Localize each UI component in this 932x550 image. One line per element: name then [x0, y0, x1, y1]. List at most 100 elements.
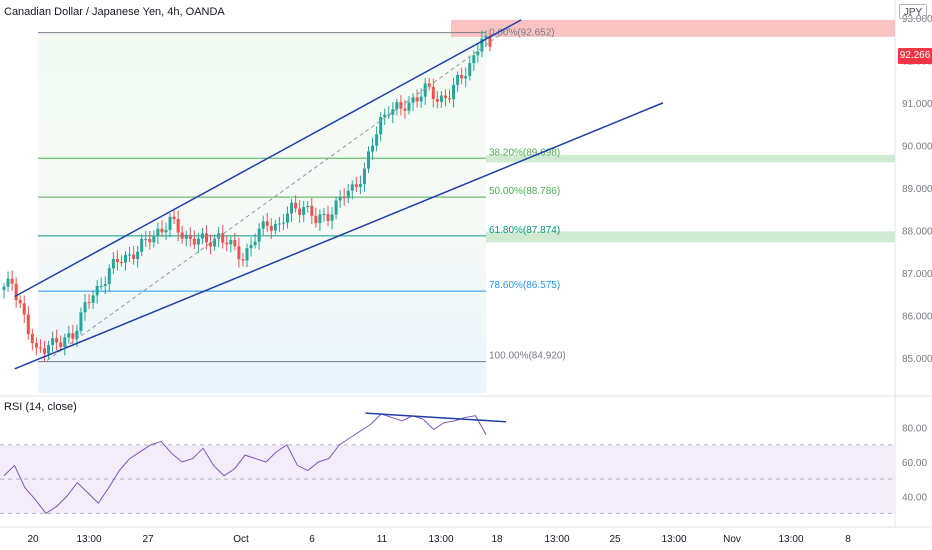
rsi-pane: [0, 412, 895, 515]
candle-body: [59, 342, 63, 348]
candle-body: [83, 302, 87, 313]
last-price-badge: 92.266: [898, 48, 932, 64]
candle-body: [99, 285, 103, 287]
trend-channel[interactable]: [14, 19, 664, 370]
price-axis[interactable]: 93.00092.00091.00090.00089.00088.00087.0…: [902, 14, 932, 365]
candle-body: [334, 200, 338, 215]
time-tick-label: 13:00: [428, 534, 453, 545]
candle-body: [6, 278, 10, 287]
candle-body: [281, 222, 285, 224]
candle-body: [460, 74, 464, 79]
candle-body: [419, 96, 423, 102]
candle-body: [111, 258, 115, 269]
candle-body: [164, 229, 168, 233]
candle-body: [249, 245, 253, 249]
candle-body: [448, 98, 451, 100]
channel-midline[interactable]: [46, 27, 510, 361]
candle-body: [338, 196, 342, 201]
channel-line[interactable]: [14, 102, 664, 370]
fibonacci-levels: 0.00%(92.652) 38.20%(89.698) 50.00%(88.786…: [38, 28, 566, 363]
candle-body: [480, 38, 484, 52]
candle-body: [439, 95, 443, 102]
candle-body: [375, 134, 379, 146]
candle-body: [176, 219, 180, 233]
candle-body: [2, 286, 6, 291]
rsi-axis[interactable]: 80.00 60.00 40.00: [902, 424, 927, 504]
candle-body: [245, 248, 249, 261]
fib-label: 61.80%(87.874): [489, 225, 560, 236]
candle-body: [79, 312, 83, 331]
candle-body: [156, 228, 160, 236]
candle-body: [456, 74, 460, 85]
time-tick-label: 25: [609, 534, 621, 545]
candle-body: [225, 242, 229, 245]
candle-body: [488, 35, 492, 47]
candle-body: [148, 238, 152, 243]
candle-body: [205, 233, 208, 243]
fib-label: 78.60%(86.575): [489, 280, 560, 291]
price-tick-label: 93.000: [902, 14, 932, 25]
candle-body: [18, 300, 22, 304]
candle-body: [103, 283, 107, 286]
candle-body: [233, 240, 237, 247]
candle-body: [55, 338, 59, 343]
candle-body: [371, 145, 375, 152]
candle-body: [330, 214, 334, 221]
candle-body: [411, 97, 415, 103]
candle-body: [237, 246, 241, 260]
rsi-tick-label: 40.00: [902, 492, 927, 503]
candle-body: [253, 241, 257, 246]
candle-body: [10, 278, 14, 284]
candle-body: [180, 232, 184, 239]
candle-body: [63, 337, 67, 348]
candle-body: [213, 238, 217, 247]
candle-body: [362, 168, 366, 185]
candle-body: [286, 213, 289, 223]
candle-body: [188, 234, 192, 239]
candle-body: [468, 63, 472, 77]
candle-body: [107, 268, 111, 284]
candle-body: [184, 234, 188, 239]
rsi-line: [3, 413, 487, 515]
candle-body: [229, 240, 233, 245]
candle-body: [14, 283, 18, 301]
candle-body: [200, 233, 204, 239]
candle-body: [367, 151, 370, 169]
zones-layer: [451, 19, 895, 243]
time-tick-label: 13:00: [661, 534, 686, 545]
price-tick-label: 90.000: [902, 141, 932, 152]
candle-body: [298, 208, 302, 215]
candle-body: [443, 95, 447, 99]
candle-body: [476, 51, 480, 56]
candle-body: [399, 102, 403, 109]
candle-body: [67, 333, 71, 338]
candle-body: [350, 184, 354, 191]
candle-body: [269, 225, 273, 231]
fibonacci-area[interactable]: [38, 32, 486, 394]
candle-body: [395, 102, 399, 110]
fib-label: 50.00%(88.786): [489, 186, 560, 197]
time-tick-label: 11: [377, 534, 388, 545]
candle-body: [75, 330, 79, 339]
candle-body: [423, 83, 427, 97]
candle-body: [209, 242, 213, 247]
channel-line[interactable]: [14, 19, 522, 298]
rsi-divergence-line[interactable]: [365, 412, 507, 423]
candle-body: [30, 334, 34, 344]
candle-body: [318, 214, 322, 224]
rsi-tick-label: 60.00: [902, 458, 927, 469]
candle-body: [403, 108, 407, 111]
candle-body: [314, 215, 318, 224]
currency-selector[interactable]: JPY: [899, 4, 927, 19]
candle-body: [160, 228, 164, 233]
candlesticks: [2, 30, 492, 362]
candle-body: [265, 221, 269, 226]
candle-body: [26, 314, 30, 335]
candle-body: [415, 97, 419, 102]
time-axis[interactable]: 20 13:00 27 Oct 6 11 13:00 18 13:00 25 13:00 Nov 13:…: [27, 534, 851, 545]
candle-body: [326, 214, 330, 221]
candle-body: [51, 338, 55, 345]
candle-body: [132, 254, 136, 260]
candle-body: [273, 223, 277, 231]
